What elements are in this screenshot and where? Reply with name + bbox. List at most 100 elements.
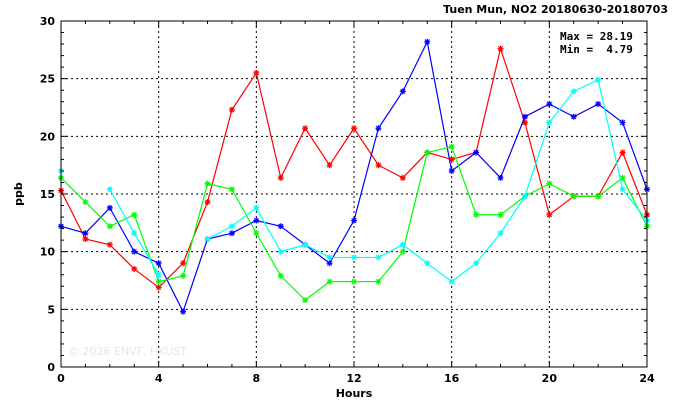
- marker-stroke: [522, 114, 528, 120]
- marker-stroke: [156, 272, 162, 278]
- data-point: [546, 119, 553, 126]
- x-tick-label: 24: [639, 372, 655, 385]
- marker-stroke: [571, 193, 577, 199]
- data-point: [570, 113, 577, 120]
- data-point: [253, 230, 260, 237]
- data-point: [302, 125, 309, 132]
- marker-stroke: [595, 101, 601, 107]
- data-point: [326, 254, 333, 261]
- marker-stroke: [400, 88, 406, 94]
- marker-stroke: [253, 230, 259, 236]
- data-point: [106, 223, 113, 230]
- marker-stroke: [107, 205, 113, 211]
- marker-stroke: [204, 199, 211, 205]
- marker-stroke: [619, 175, 626, 181]
- data-point: [155, 260, 162, 267]
- data-point: [277, 248, 284, 255]
- data-point: [473, 211, 480, 218]
- x-tick-label: 20: [542, 372, 558, 385]
- marker-stroke: [156, 279, 162, 285]
- marker-stroke: [302, 125, 308, 131]
- data-point: [82, 199, 89, 206]
- y-tick-label: 10: [40, 246, 56, 259]
- marker-stroke: [131, 212, 137, 218]
- marker-stroke: [619, 149, 626, 156]
- data-point: [619, 186, 626, 193]
- marker-stroke: [473, 212, 479, 218]
- y-tick-label: 25: [40, 73, 55, 86]
- min-stat: Min = 4.79: [560, 43, 633, 56]
- data-point: [106, 241, 113, 248]
- y-tick-label: 30: [40, 15, 56, 28]
- marker-stroke: [156, 284, 162, 291]
- data-point: [131, 265, 138, 272]
- data-point: [619, 119, 626, 126]
- series-2: [58, 143, 650, 304]
- data-point: [497, 45, 504, 52]
- data-point: [228, 230, 235, 237]
- data-point: [228, 106, 235, 113]
- marker-stroke: [302, 242, 308, 248]
- marker-stroke: [619, 119, 626, 126]
- marker-stroke: [326, 254, 333, 261]
- data-point: [155, 284, 162, 291]
- chart-title: Tuen Mun, NO2 20180630-20180703: [443, 3, 668, 16]
- marker-stroke: [107, 242, 113, 248]
- marker-stroke: [473, 149, 479, 156]
- data-point: [399, 88, 406, 95]
- marker-stroke: [424, 149, 430, 156]
- marker-stroke: [595, 77, 601, 83]
- data-point: [351, 125, 357, 132]
- data-point: [302, 241, 309, 248]
- marker-stroke: [522, 119, 528, 126]
- marker-stroke: [449, 168, 455, 174]
- marker-stroke: [619, 186, 626, 193]
- data-point: [204, 180, 211, 187]
- data-point: [497, 174, 504, 181]
- marker-stroke: [326, 162, 333, 168]
- marker-stroke: [351, 279, 357, 285]
- marker-stroke: [351, 254, 357, 261]
- marker-stroke: [400, 249, 406, 255]
- marker-stroke: [82, 236, 89, 242]
- marker-stroke: [131, 230, 137, 236]
- data-point: [448, 278, 455, 285]
- data-point: [253, 217, 260, 224]
- data-point: [497, 211, 504, 218]
- data-point: [228, 223, 235, 230]
- data-point: [546, 101, 553, 108]
- marker-stroke: [424, 260, 430, 266]
- y-tick-label: 20: [40, 130, 56, 143]
- data-point: [570, 88, 577, 95]
- data-point: [106, 204, 113, 211]
- marker-stroke: [253, 70, 259, 76]
- data-point: [351, 278, 357, 285]
- data-point: [326, 162, 333, 169]
- data-point: [131, 211, 138, 218]
- data-point: [497, 230, 504, 237]
- data-point: [277, 272, 284, 279]
- marker-stroke: [107, 223, 113, 229]
- series-layer: [58, 38, 650, 315]
- marker-stroke: [546, 101, 552, 107]
- y-tick-label: 5: [47, 303, 55, 316]
- data-point: [473, 149, 480, 156]
- watermark: © 2026 ENVF, HKUST: [68, 345, 187, 358]
- x-tick-label: 4: [155, 372, 163, 385]
- data-point: [131, 230, 138, 237]
- marker-stroke: [229, 230, 235, 236]
- marker-stroke: [326, 260, 333, 266]
- data-point: [82, 230, 89, 237]
- data-point: [546, 211, 553, 218]
- tick-marks: [60, 20, 648, 368]
- data-point: [204, 235, 211, 242]
- marker-stroke: [180, 273, 186, 279]
- data-point: [521, 193, 528, 200]
- marker-stroke: [571, 88, 577, 94]
- data-point: [424, 260, 431, 267]
- data-point: [375, 278, 382, 285]
- marker-stroke: [375, 279, 382, 285]
